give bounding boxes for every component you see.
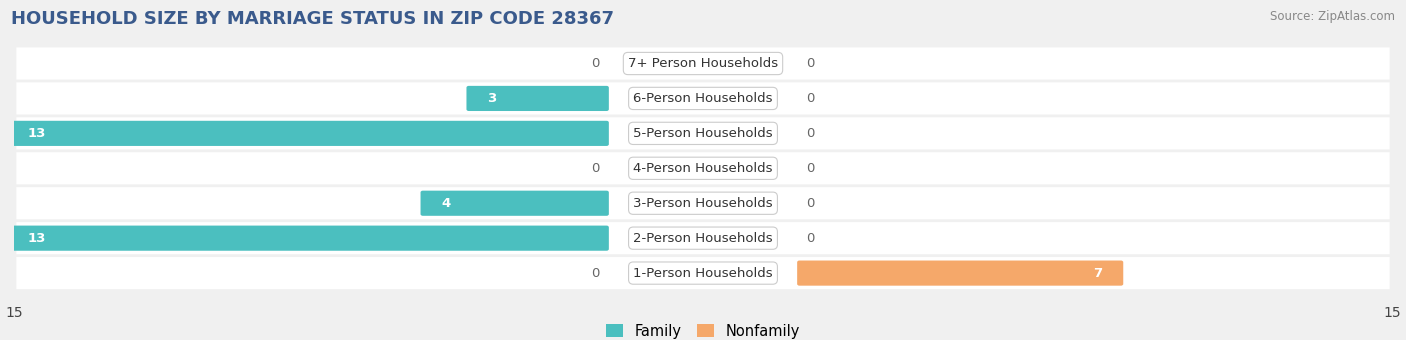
Text: 0: 0	[807, 232, 814, 245]
Text: 3-Person Households: 3-Person Households	[633, 197, 773, 210]
Text: 13: 13	[28, 127, 46, 140]
Text: 2-Person Households: 2-Person Households	[633, 232, 773, 245]
Text: 0: 0	[807, 92, 814, 105]
Text: 0: 0	[807, 162, 814, 175]
FancyBboxPatch shape	[17, 257, 1389, 289]
Text: 7+ Person Households: 7+ Person Households	[628, 57, 778, 70]
Text: 0: 0	[592, 57, 599, 70]
Text: 6-Person Households: 6-Person Households	[633, 92, 773, 105]
Legend: Family, Nonfamily: Family, Nonfamily	[600, 318, 806, 340]
FancyBboxPatch shape	[797, 260, 1123, 286]
FancyBboxPatch shape	[17, 82, 1389, 115]
Text: 4-Person Households: 4-Person Households	[633, 162, 773, 175]
FancyBboxPatch shape	[17, 48, 1389, 80]
FancyBboxPatch shape	[7, 225, 609, 251]
Text: 0: 0	[592, 267, 599, 279]
FancyBboxPatch shape	[17, 222, 1389, 254]
Text: 0: 0	[807, 197, 814, 210]
FancyBboxPatch shape	[17, 152, 1389, 184]
Text: 3: 3	[486, 92, 496, 105]
FancyBboxPatch shape	[17, 187, 1389, 219]
Text: 0: 0	[807, 127, 814, 140]
Text: HOUSEHOLD SIZE BY MARRIAGE STATUS IN ZIP CODE 28367: HOUSEHOLD SIZE BY MARRIAGE STATUS IN ZIP…	[11, 10, 614, 28]
FancyBboxPatch shape	[467, 86, 609, 111]
FancyBboxPatch shape	[17, 117, 1389, 150]
Text: 5-Person Households: 5-Person Households	[633, 127, 773, 140]
Text: 7: 7	[1094, 267, 1102, 279]
Text: 0: 0	[807, 57, 814, 70]
Text: Source: ZipAtlas.com: Source: ZipAtlas.com	[1270, 10, 1395, 23]
Text: 13: 13	[28, 232, 46, 245]
FancyBboxPatch shape	[7, 121, 609, 146]
Text: 0: 0	[592, 162, 599, 175]
Text: 1-Person Households: 1-Person Households	[633, 267, 773, 279]
Text: 4: 4	[441, 197, 450, 210]
FancyBboxPatch shape	[420, 191, 609, 216]
